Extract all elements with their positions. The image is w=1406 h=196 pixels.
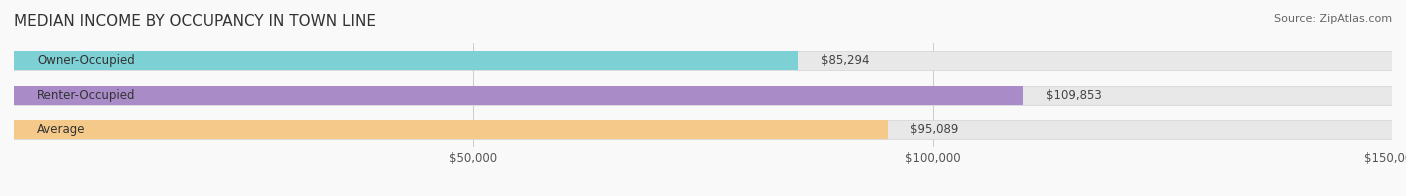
Text: Renter-Occupied: Renter-Occupied [37, 89, 135, 102]
Text: Owner-Occupied: Owner-Occupied [37, 54, 135, 67]
Bar [14, 85, 1024, 105]
Bar [14, 51, 1392, 70]
Bar [14, 85, 1392, 105]
Bar [14, 51, 797, 70]
Bar [14, 120, 1392, 139]
Text: Source: ZipAtlas.com: Source: ZipAtlas.com [1274, 14, 1392, 24]
Text: $85,294: $85,294 [821, 54, 869, 67]
Bar [14, 120, 887, 139]
Text: $95,089: $95,089 [911, 123, 959, 136]
Text: MEDIAN INCOME BY OCCUPANCY IN TOWN LINE: MEDIAN INCOME BY OCCUPANCY IN TOWN LINE [14, 14, 375, 29]
Text: $109,853: $109,853 [1046, 89, 1102, 102]
Text: Average: Average [37, 123, 86, 136]
